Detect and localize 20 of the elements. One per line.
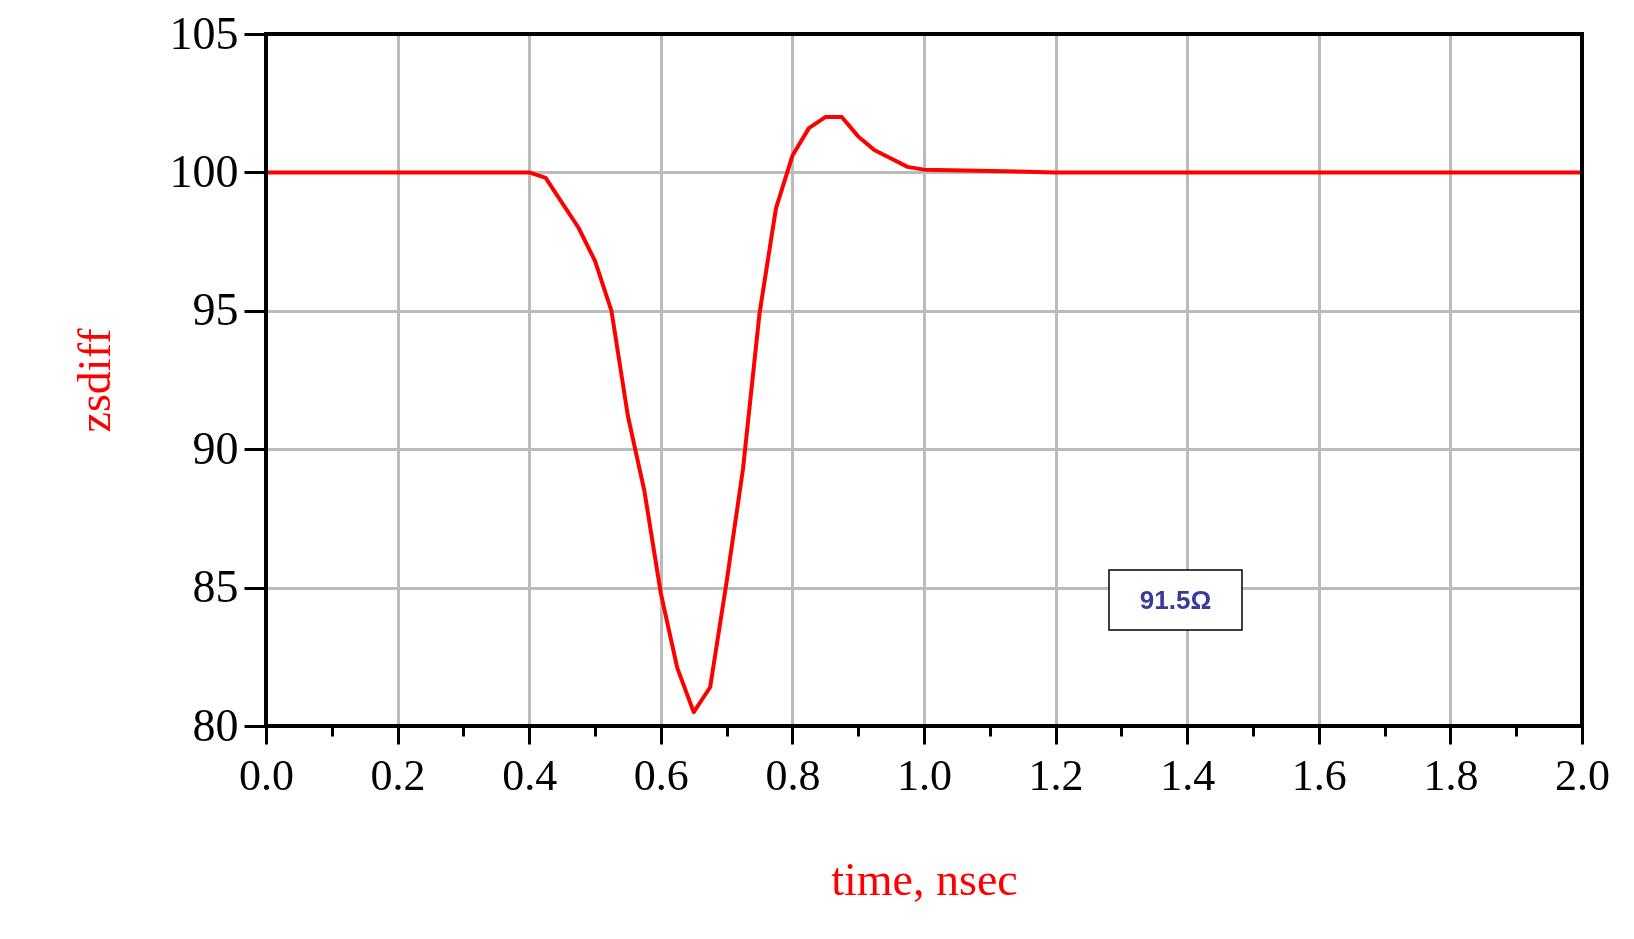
y-tick-label: 80 [192,699,239,751]
x-axis-title: time, nsec [831,853,1018,905]
x-tick-label: 0.4 [502,750,558,800]
x-tick-label: 2.0 [1555,750,1610,800]
y-tick-label: 95 [192,284,239,336]
y-tick-label: 90 [192,422,239,474]
x-tick-label: 1.4 [1160,750,1216,800]
x-tick-label: 1.6 [1291,750,1347,800]
x-tick-label: 1.8 [1423,750,1479,800]
x-tick-label: 0.6 [633,750,689,800]
annotation: 91.5Ω [1139,585,1212,615]
y-axis-title: zsdiff [68,327,120,433]
x-tick-label: 1.2 [1028,750,1084,800]
y-tick-label: 100 [169,145,239,197]
y-tick-label: 85 [192,561,239,613]
x-tick-label: 0.2 [370,750,426,800]
x-tick-label: 0.8 [765,750,821,800]
x-tick-label: 1.0 [897,750,952,800]
y-tick-label: 105 [169,7,239,59]
x-tick-label: 0.0 [239,750,294,800]
